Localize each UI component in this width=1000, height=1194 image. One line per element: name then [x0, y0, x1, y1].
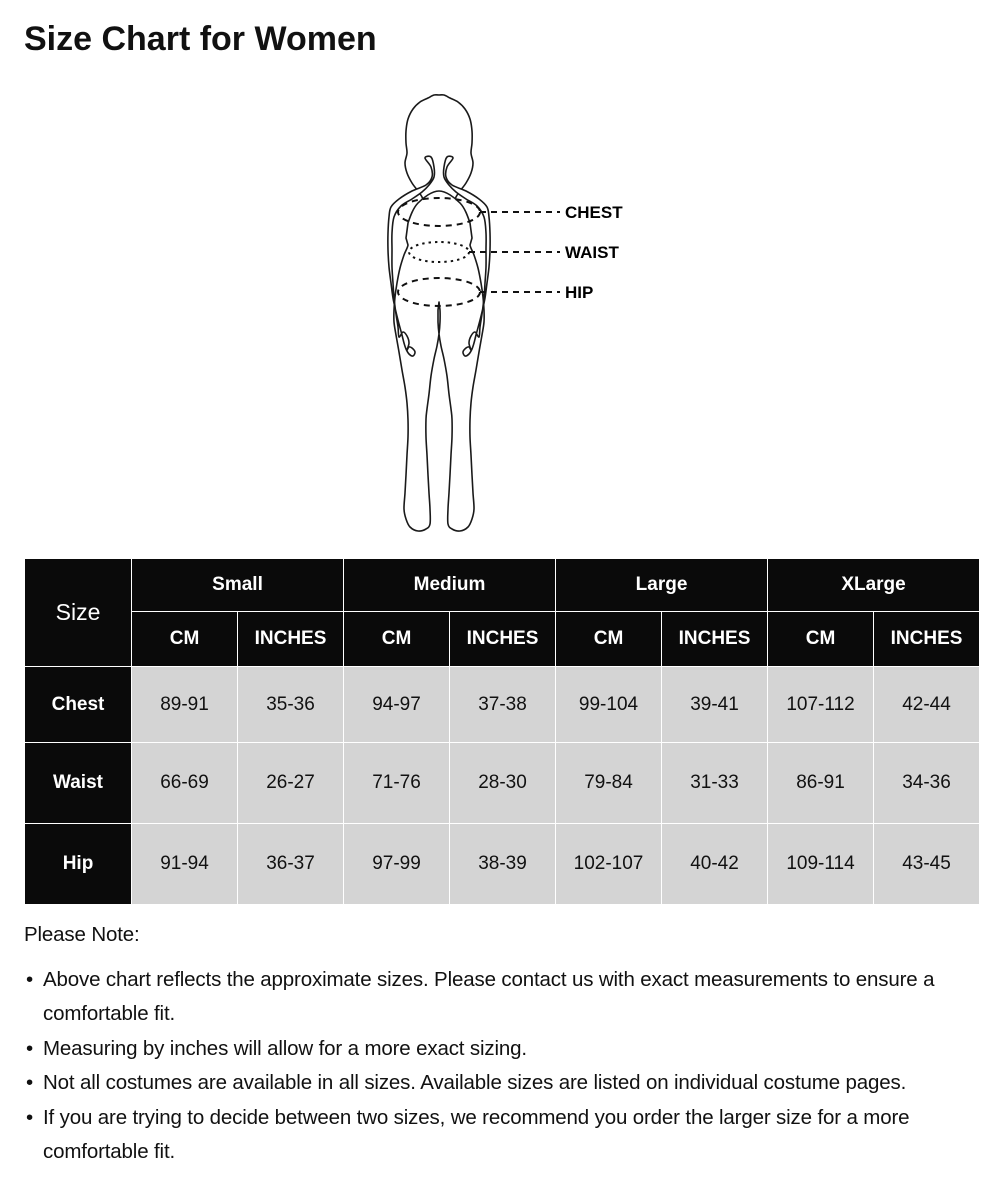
svg-text:WAIST: WAIST	[565, 243, 619, 262]
svg-text:HIP: HIP	[565, 283, 593, 302]
svg-text:CHEST: CHEST	[565, 203, 623, 222]
